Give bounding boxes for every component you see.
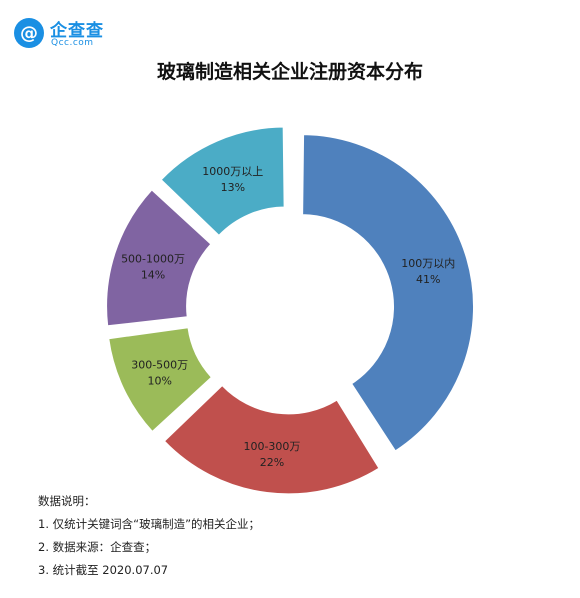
brand-domain: Qcc.com (51, 38, 94, 48)
note-item-3: 3. 统计截至 2020.07.07 (38, 563, 169, 577)
slice-label-4: 500-1000万 (121, 253, 185, 266)
slice-label-5: 1000万以上 (202, 165, 263, 178)
slice-value-4: 14% (141, 269, 165, 282)
brand-name: 企查查 (50, 21, 104, 41)
slice-label-1: 100万以内 (401, 256, 455, 270)
slice-3 (108, 327, 213, 433)
slice-4 (106, 189, 212, 327)
chart-title: 玻璃制造相关企业注册资本分布 (156, 61, 423, 83)
brand-logo: @ 企查查 Qcc.com (14, 14, 134, 54)
note-item-2: 2. 数据来源：企查查； (38, 540, 157, 554)
notes-heading: 数据说明： (38, 494, 96, 508)
slice-label-3: 300-500万 (131, 358, 188, 371)
slice-5 (160, 126, 285, 236)
slice-value-1: 41% (416, 273, 440, 286)
slice-value-3: 10% (147, 374, 171, 387)
slice-value-5: 13% (221, 181, 245, 194)
slice-1 (302, 134, 475, 452)
slice-label-2: 100-300万 (243, 440, 300, 453)
slice-2 (163, 384, 380, 495)
slice-value-2: 22% (260, 456, 284, 469)
data-notes: 数据说明： 1. 仅统计关键词含“玻璃制造”的相关企业； 2. 数据来源：企查查… (38, 490, 260, 582)
brand-badge-icon: @ (14, 18, 44, 48)
note-item-1: 1. 仅统计关键词含“玻璃制造”的相关企业； (38, 517, 261, 531)
